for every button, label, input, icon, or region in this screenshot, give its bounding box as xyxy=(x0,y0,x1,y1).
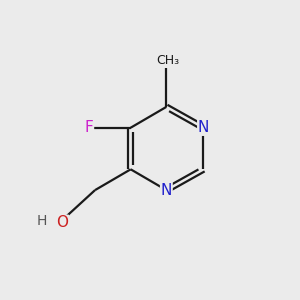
Text: H: H xyxy=(37,214,47,228)
Text: F: F xyxy=(85,120,93,135)
Text: N: N xyxy=(161,183,172,198)
Text: CH₃: CH₃ xyxy=(156,54,179,67)
Text: O: O xyxy=(56,215,68,230)
Text: N: N xyxy=(198,120,209,135)
